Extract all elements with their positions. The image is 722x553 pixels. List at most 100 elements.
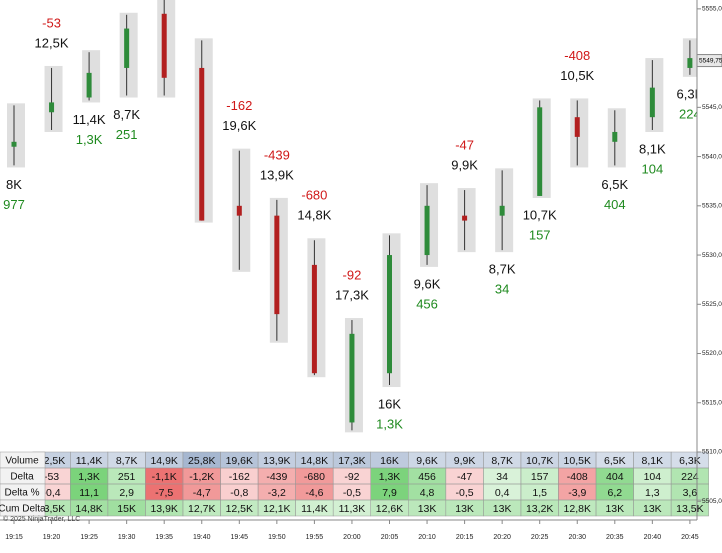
table-value: 2,9: [119, 487, 134, 499]
volume-label: 6,5K: [601, 177, 628, 192]
table-value: 4,8: [420, 487, 435, 499]
stats-table: 12,5K -53 -0,4 13,5K 11,4K 1,3K 11,1 14,8K 8,7K 2…: [0, 451, 709, 517]
table-value: 13K: [418, 503, 437, 515]
row-header: Delta: [10, 472, 34, 483]
plot-area: 8K 977 12,5K -53 11,4K 1,3K 8,7K 251 19,6K -162 13…: [3, 0, 704, 433]
table-value: -47: [457, 471, 472, 483]
x-tick-label: 19:45: [231, 534, 249, 541]
delta-label: 157: [529, 227, 551, 242]
table-cell: [670, 499, 709, 517]
table-value: 12,5K: [226, 503, 253, 515]
table-value: 12,1K: [263, 503, 290, 515]
candle-body: [649, 87, 655, 118]
x-tick-label: 19:30: [118, 534, 136, 541]
table-value: 3,6: [683, 487, 698, 499]
axes: 5505,00 5510,00 5515,00 5520,00 5525,00 5530,…: [5, 6, 722, 541]
row-header: Volume: [5, 456, 39, 467]
table-value: 8,1K: [642, 455, 664, 467]
x-tick-label: 20:45: [681, 534, 699, 541]
delta-label: -680: [301, 188, 327, 203]
candle-body: [499, 205, 505, 216]
table-value: 6,2: [607, 487, 622, 499]
delta-label: 34: [495, 282, 509, 297]
volume-label: 8K: [6, 177, 22, 192]
table-value: -0,4: [43, 487, 61, 499]
table-value: 404: [606, 471, 624, 483]
table-value: 10,7K: [526, 455, 553, 467]
table-value: 12,8K: [564, 503, 591, 515]
volume-label: 17,3K: [335, 287, 369, 302]
table-value: 456: [418, 471, 436, 483]
table-value: -0,5: [343, 487, 361, 499]
table-value: -4,6: [305, 487, 323, 499]
x-tick-label: 19:15: [5, 534, 23, 541]
table-value: 14,8K: [75, 503, 102, 515]
table-value: -7,5: [155, 487, 173, 499]
y-tick-label: 5535,00: [702, 203, 722, 210]
candle-body: [462, 215, 468, 221]
delta-label: -162: [226, 98, 252, 113]
table-value: 25,8K: [188, 455, 215, 467]
table-value: 11,3K: [339, 503, 366, 515]
table-value: 12,7K: [188, 503, 215, 515]
delta-label: 104: [641, 161, 663, 176]
volume-label: 8,1K: [639, 141, 666, 156]
y-tick-label: 5545,00: [702, 104, 722, 111]
last-price-label: 5549,75: [699, 57, 722, 64]
y-tick-label: 5525,00: [702, 301, 722, 308]
candle-body: [274, 215, 280, 315]
volume-label: 12,5K: [35, 35, 69, 50]
table-value: 10,5K: [564, 455, 591, 467]
table-value: 11,1: [79, 487, 99, 499]
table-value: -680: [304, 471, 325, 483]
table-value: 8,7K: [116, 455, 138, 467]
candle-body: [236, 205, 242, 216]
candle-body: [349, 333, 355, 423]
volume-label: 8,7K: [489, 262, 516, 277]
table-value: 1,3K: [78, 471, 100, 483]
table-value: -408: [567, 471, 588, 483]
table-value: -4,7: [193, 487, 211, 499]
x-tick-label: 19:20: [43, 534, 61, 541]
delta-label: 977: [3, 197, 25, 212]
table-value: 16K: [380, 455, 399, 467]
candle-body: [687, 58, 693, 68]
row-header-cell: [0, 499, 46, 517]
y-tick-label: 5530,00: [702, 252, 722, 259]
table-value: 13K: [493, 503, 512, 515]
table-value: -0,8: [230, 487, 248, 499]
table-value: 13K: [605, 503, 624, 515]
table-value: 14,8K: [301, 455, 328, 467]
volume-label: 16K: [378, 396, 401, 411]
table-value: -0,5: [456, 487, 474, 499]
candle-body: [49, 102, 55, 113]
volume-label: 9,6K: [414, 276, 441, 291]
x-tick-label: 19:25: [80, 534, 98, 541]
table-value: 13K: [643, 503, 662, 515]
volume-label: 8,7K: [113, 107, 140, 122]
delta-label: -53: [42, 15, 61, 30]
table-value: 9,9K: [454, 455, 476, 467]
table-value: 6,5K: [604, 455, 626, 467]
table-value: 12,6K: [376, 503, 403, 515]
table-value: 1,3: [645, 487, 660, 499]
y-tick-label: 5555,00: [702, 6, 722, 13]
x-tick-label: 20:10: [418, 534, 436, 541]
table-value: 19,6K: [226, 455, 253, 467]
delta-label: -408: [564, 48, 590, 63]
delta-label: -47: [455, 137, 474, 152]
x-tick-label: 20:35: [606, 534, 624, 541]
candle-body: [11, 141, 17, 147]
table-value: 1,5: [532, 487, 547, 499]
x-tick-label: 19:35: [155, 534, 173, 541]
volume-label: 6,3K: [677, 86, 704, 101]
delta-label: 1,3K: [376, 416, 403, 431]
table-value: -1,2K: [189, 471, 214, 483]
x-tick-label: 20:20: [493, 534, 511, 541]
table-value: -92: [344, 471, 359, 483]
row-header: Cum Delta: [0, 504, 46, 515]
candle-body: [86, 72, 92, 98]
candle-body: [387, 255, 392, 374]
table-value: 157: [531, 471, 549, 483]
